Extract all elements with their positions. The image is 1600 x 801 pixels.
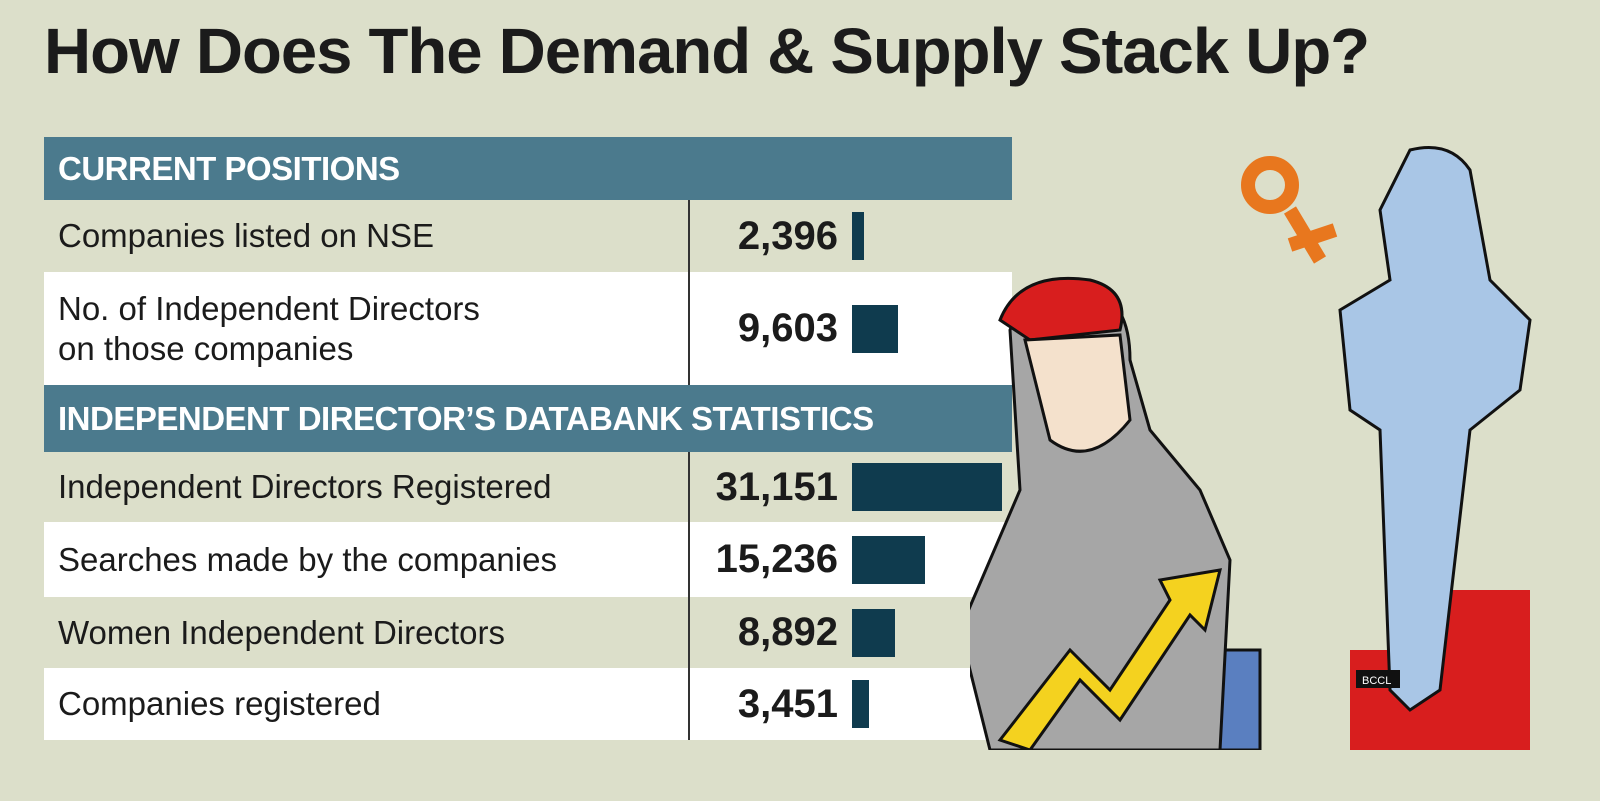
value-bar <box>852 212 864 260</box>
value-bar <box>852 304 899 353</box>
table-row: Searches made by the companies 15,236 <box>44 522 1012 597</box>
row-value: 3,451 <box>737 681 838 726</box>
man-hair <box>998 276 1124 342</box>
illustration: BCCL <box>970 146 1532 750</box>
table-row: Companies registered 3,451 <box>44 668 1012 740</box>
rising-arrow-icon <box>997 568 1223 750</box>
table-row: Independent Directors Registered 31,151 <box>44 452 1012 522</box>
row-label: Companies registered <box>44 668 690 740</box>
row-label: Searches made by the companies <box>44 522 690 597</box>
table-row: Companies listed on NSE 2,396 <box>44 200 1012 272</box>
section-header: INDEPENDENT DIRECTOR’S DATABANK STATISTI… <box>44 385 1012 452</box>
row-value: 15,236 <box>715 537 838 581</box>
page-title: How Does The Demand & Supply Stack Up? <box>44 15 1370 87</box>
row-value: 2,396 <box>737 213 838 258</box>
row-value: 9,603 <box>737 306 838 350</box>
row-label: No. of Independent Directors on those com… <box>44 272 690 385</box>
face <box>1023 333 1132 453</box>
row-label-line: on those companies <box>58 329 354 367</box>
value-bar <box>852 535 926 584</box>
row-label-line: No. of Independent Directors <box>58 289 480 327</box>
row-value: 31,151 <box>715 464 838 509</box>
row-label: Women Independent Directors <box>44 597 690 668</box>
stats-table: CURRENT POSITIONS Companies listed on NSE… <box>44 137 1012 740</box>
value-bar <box>852 608 895 657</box>
table-row: No. of Independent Directors on those com… <box>44 272 1012 385</box>
value-bar <box>852 680 869 728</box>
section-header: CURRENT POSITIONS <box>44 137 1012 200</box>
row-label: Independent Directors Registered <box>44 452 690 522</box>
female-symbol-icon <box>1241 156 1299 214</box>
row-label: Companies listed on NSE <box>44 200 690 272</box>
credit-label: BCCL <box>1362 675 1391 687</box>
value-bar <box>852 463 1002 511</box>
table-row: Women Independent Directors 8,892 <box>44 597 1012 668</box>
woman-figure <box>1338 146 1532 712</box>
row-value: 8,892 <box>737 610 838 654</box>
